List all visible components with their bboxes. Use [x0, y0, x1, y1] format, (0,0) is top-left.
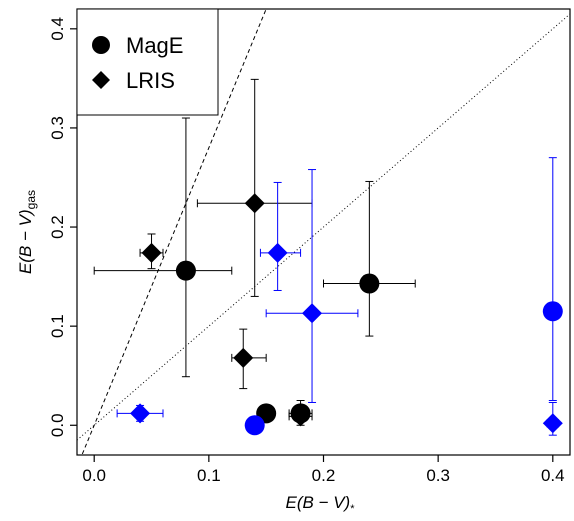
lris-point	[290, 406, 311, 427]
x-axis: 0.0 0.1 0.2 0.3 0.4	[82, 455, 565, 485]
lris-point	[542, 413, 563, 434]
mage-point	[359, 273, 380, 294]
legend-marker-lris	[92, 71, 110, 89]
legend-label-lris: LRIS	[126, 68, 175, 93]
lris-point	[302, 303, 323, 324]
reference-lines	[77, 9, 570, 455]
y-tick-label: 0.3	[48, 116, 67, 140]
x-tick-label: 0.0	[82, 466, 106, 485]
x-tick-label: 0.4	[541, 466, 565, 485]
lris-point	[244, 193, 265, 214]
data-markers	[130, 193, 563, 436]
x-tick-label: 0.1	[197, 466, 221, 485]
mage-point	[244, 415, 265, 436]
lris-point	[267, 242, 288, 263]
mage-point	[542, 301, 563, 322]
y-tick-label: 0.0	[48, 413, 67, 437]
lris-point	[233, 347, 254, 368]
reference-line-dotted	[77, 13, 570, 441]
x-axis-label: E(B − V)*	[286, 493, 356, 515]
x-tick-label: 0.2	[312, 466, 336, 485]
y-axis-label: E(B − V)gas	[16, 190, 38, 274]
y-tick-label: 0.2	[48, 215, 67, 239]
x-axis-label-subscript: *	[350, 503, 355, 515]
y-tick-label: 0.4	[48, 17, 67, 41]
mage-point	[175, 260, 196, 281]
lris-point	[141, 242, 162, 263]
y-axis-label-main: E(B − V)	[16, 209, 35, 274]
y-axis: 0.0 0.1 0.2 0.3 0.4	[48, 17, 77, 437]
legend-box	[76, 8, 219, 116]
x-axis-label-main: E(B − V)	[286, 493, 351, 512]
legend: MagE LRIS	[76, 8, 219, 116]
legend-marker-mage	[92, 36, 110, 54]
x-tick-label: 0.3	[426, 466, 450, 485]
lris-point	[130, 403, 151, 424]
legend-label-mage: MagE	[126, 33, 183, 58]
y-axis-label-subscript: gas	[24, 190, 38, 209]
y-tick-label: 0.1	[48, 314, 67, 338]
